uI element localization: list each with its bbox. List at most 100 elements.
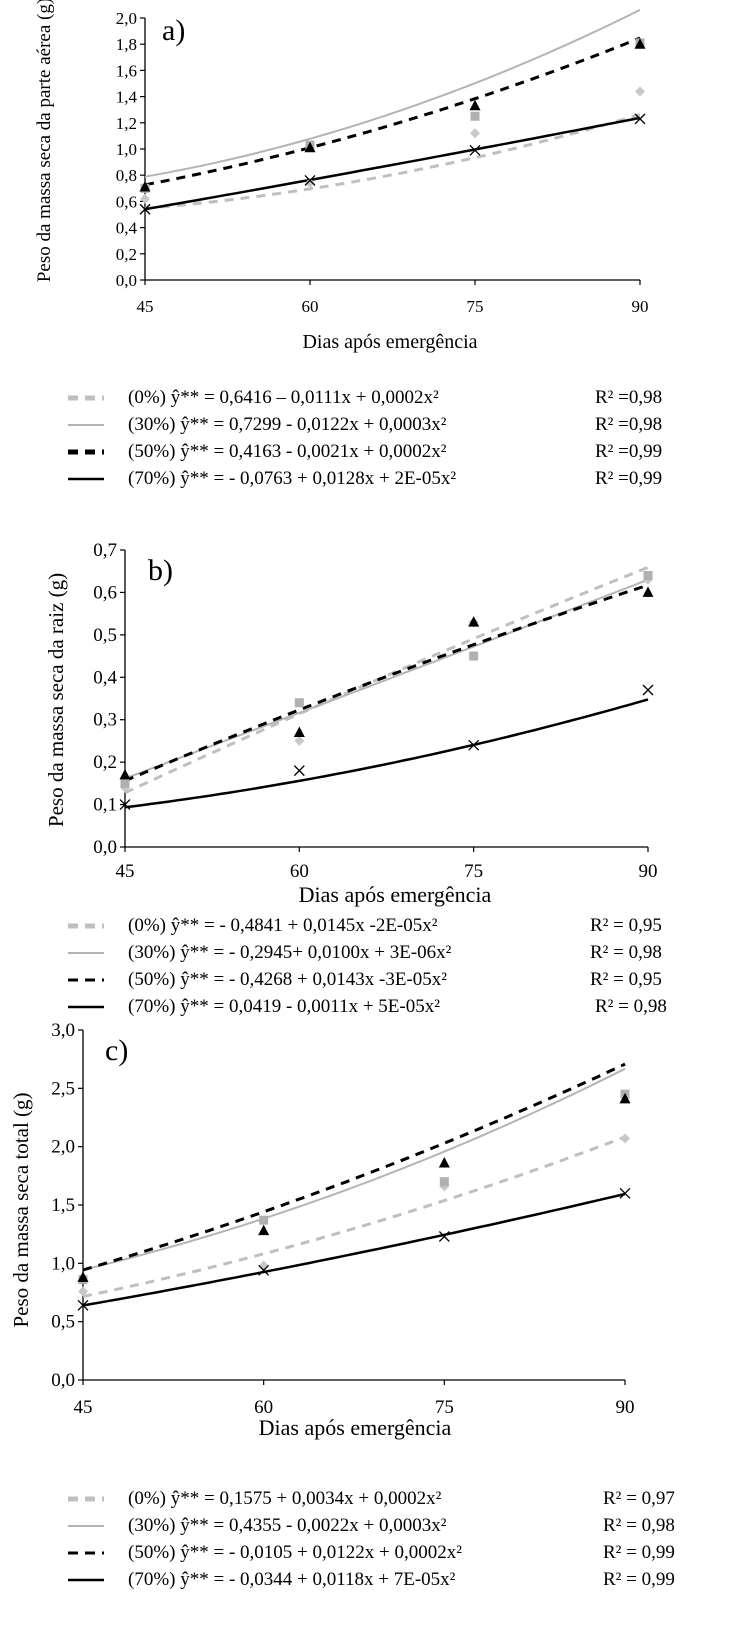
legend-b-row: (50%) ŷ** = - 0,4268 + 0,0143x -3E-05x² … bbox=[0, 967, 729, 993]
y-tick-label: 1,0 bbox=[51, 1253, 75, 1274]
legend-a-label-2: (50%) ŷ** = 0,4163 - 0,0021x + 0,0002x² bbox=[128, 441, 447, 462]
cross-stroke bbox=[258, 1264, 270, 1276]
cross-stroke bbox=[634, 113, 646, 125]
y-tick-label: 0,5 bbox=[51, 1312, 75, 1333]
cross-stroke bbox=[468, 739, 480, 751]
x-tick-label: 45 bbox=[116, 861, 135, 882]
legend-b-row: (70%) ŷ** = 0,0419 - 0,0011x + 5E-05x² R… bbox=[0, 994, 729, 1020]
data-point-s0 bbox=[258, 1260, 269, 1271]
trend-line-s30 bbox=[82, 1067, 626, 1271]
chart-panel-a: a) Dias após emergência Peso da massa se… bbox=[0, 0, 729, 380]
cross-stroke bbox=[438, 1231, 450, 1242]
legend-a-row: (70%) ŷ** = - 0,0763 + 0,0128x + 2E-05x²… bbox=[0, 466, 729, 492]
chart-b-ylabel: Peso da massa seca da raiz (g) bbox=[44, 573, 68, 827]
x-tick-label: 90 bbox=[632, 297, 649, 316]
data-point-s30 bbox=[470, 111, 480, 121]
chart-c-panel-label: c) bbox=[105, 1034, 128, 1067]
data-point-s50 bbox=[119, 768, 131, 780]
data-point-s70 bbox=[258, 1264, 270, 1276]
legend-a-row: (30%) ŷ** = 0,7299 - 0,0122x + 0,0003x² … bbox=[0, 412, 729, 438]
legend-b-label-1: (30%) ŷ** = - 0,2945+ 0,0100x + 3E-06x² bbox=[128, 942, 452, 963]
data-point-s50 bbox=[469, 99, 481, 111]
legend-swatch-solid-gray bbox=[68, 1525, 104, 1527]
y-tick-label: 0,0 bbox=[51, 1370, 75, 1391]
data-point-s70 bbox=[77, 1299, 89, 1311]
x-tick-label: 60 bbox=[302, 297, 319, 316]
legend-a-r2-0: R² =0,98 bbox=[595, 387, 663, 408]
y-tick-label: 0,6 bbox=[116, 192, 137, 211]
y-tick-label: 0,8 bbox=[116, 166, 137, 185]
legend-a-r2-1: R² =0,98 bbox=[595, 414, 663, 435]
legend-a-label-3: (70%) ŷ** = - 0,0763 + 0,0128x + 2E-05x² bbox=[128, 468, 457, 489]
y-tick-label: 1,5 bbox=[51, 1195, 75, 1216]
chart-panel-b: b) Dias após emergência Peso da massa se… bbox=[0, 520, 729, 920]
legend-c-label-0: (0%) ŷ** = 0,1575 + 0,0034x + 0,0002x² bbox=[128, 1488, 442, 1509]
chart-c-ylabel: Peso da massa seca total (g) bbox=[9, 1092, 33, 1327]
x-tick-label: 75 bbox=[467, 297, 484, 316]
data-point-s50 bbox=[293, 726, 305, 737]
x-tick-label: 45 bbox=[137, 297, 154, 316]
chart-a-svg: a) Dias após emergência Peso da massa se… bbox=[34, 0, 649, 353]
y-tick-label: 0,4 bbox=[93, 667, 117, 688]
legend-c-label-3: (70%) ŷ** = - 0,0344 + 0,0118x + 7E-05x² bbox=[128, 1569, 456, 1590]
chart-b-panel-label: b) bbox=[148, 554, 173, 587]
y-tick-label: 0,1 bbox=[93, 795, 117, 816]
data-point-s70 bbox=[304, 174, 316, 186]
data-point-s50 bbox=[304, 141, 316, 153]
legend-b-row: (0%) ŷ** = - 0,4841 + 0,0145x -2E-05x² R… bbox=[0, 913, 729, 939]
data-point-s30 bbox=[120, 778, 130, 788]
trend-line-s70 bbox=[82, 1192, 626, 1307]
trend-line-s50 bbox=[82, 1062, 626, 1272]
trend-line-s30 bbox=[144, 9, 641, 178]
x-tick-label: 90 bbox=[616, 1397, 635, 1418]
legend-swatch-solid-gray bbox=[68, 424, 104, 426]
legend-b-r2-2: R² = 0,95 bbox=[590, 969, 662, 990]
data-point-s70 bbox=[119, 799, 131, 811]
legend-b-r2-3: R² = 0,98 bbox=[595, 996, 667, 1017]
legend-c-row: (0%) ŷ** = 0,1575 + 0,0034x + 0,0002x² R… bbox=[0, 1486, 729, 1512]
y-tick-label: 1,8 bbox=[116, 35, 137, 54]
data-point-s70 bbox=[634, 113, 646, 125]
chart-a-xlabel: Dias após emergência bbox=[302, 331, 477, 353]
x-tick-label: 60 bbox=[290, 861, 309, 882]
legend-c-row: (70%) ŷ** = - 0,0344 + 0,0118x + 7E-05x²… bbox=[0, 1567, 729, 1593]
legend-b-r2-1: R² = 0,98 bbox=[590, 942, 662, 963]
legend-swatch-dash-gray bbox=[68, 923, 104, 929]
data-point-s0 bbox=[305, 178, 315, 189]
legend-swatch-dash-gray bbox=[68, 1496, 104, 1502]
x-tick-label: 60 bbox=[254, 1397, 273, 1418]
x-tick-label: 45 bbox=[74, 1397, 93, 1418]
data-point-s70 bbox=[619, 1187, 631, 1199]
data-point-s30 bbox=[439, 1177, 449, 1187]
data-point-s50 bbox=[77, 1271, 89, 1282]
y-tick-label: 0,2 bbox=[93, 752, 117, 773]
y-tick-label: 0,5 bbox=[93, 625, 117, 646]
chart-b-xlabel: Dias após emergência bbox=[299, 882, 492, 907]
legend-a: (0%) ŷ** = 0,6416 – 0,0111x + 0,0002x² R… bbox=[0, 385, 729, 495]
legend-swatch-dash-black bbox=[68, 449, 104, 455]
legend-a-r2-2: R² =0,99 bbox=[595, 441, 663, 462]
data-point-s70 bbox=[293, 765, 305, 777]
data-point-s50 bbox=[468, 616, 480, 627]
trend-line-s70 bbox=[124, 698, 649, 809]
y-tick-label: 1,4 bbox=[116, 88, 138, 107]
cross-stroke bbox=[642, 684, 654, 696]
y-tick-label: 1,6 bbox=[116, 61, 137, 80]
data-point-s0 bbox=[294, 735, 305, 746]
legend-b-label-3: (70%) ŷ** = 0,0419 - 0,0011x + 5E-05x² bbox=[128, 996, 440, 1017]
y-tick-label: 0,6 bbox=[93, 582, 117, 603]
legend-swatch-dash-black bbox=[68, 978, 104, 982]
legend-c-r2-2: R² = 0,99 bbox=[603, 1542, 675, 1563]
legend-swatch-dash-black bbox=[68, 1551, 104, 1555]
legend-c: (0%) ŷ** = 0,1575 + 0,0034x + 0,0002x² R… bbox=[0, 1486, 729, 1626]
data-point-s50 bbox=[438, 1157, 450, 1168]
legend-swatch-solid-black bbox=[68, 1005, 104, 1009]
data-point-s30 bbox=[469, 651, 479, 661]
legend-swatch-solid-black bbox=[68, 1578, 104, 1582]
legend-a-r2-3: R² =0,99 bbox=[595, 468, 663, 489]
legend-c-r2-1: R² = 0,98 bbox=[603, 1515, 675, 1536]
chart-c-xlabel: Dias após emergência bbox=[259, 1415, 452, 1440]
x-tick-label: 90 bbox=[639, 861, 658, 882]
data-point-s0 bbox=[620, 1133, 630, 1144]
legend-c-row: (30%) ŷ** = 0,4355 - 0,0022x + 0,0003x² … bbox=[0, 1513, 729, 1539]
